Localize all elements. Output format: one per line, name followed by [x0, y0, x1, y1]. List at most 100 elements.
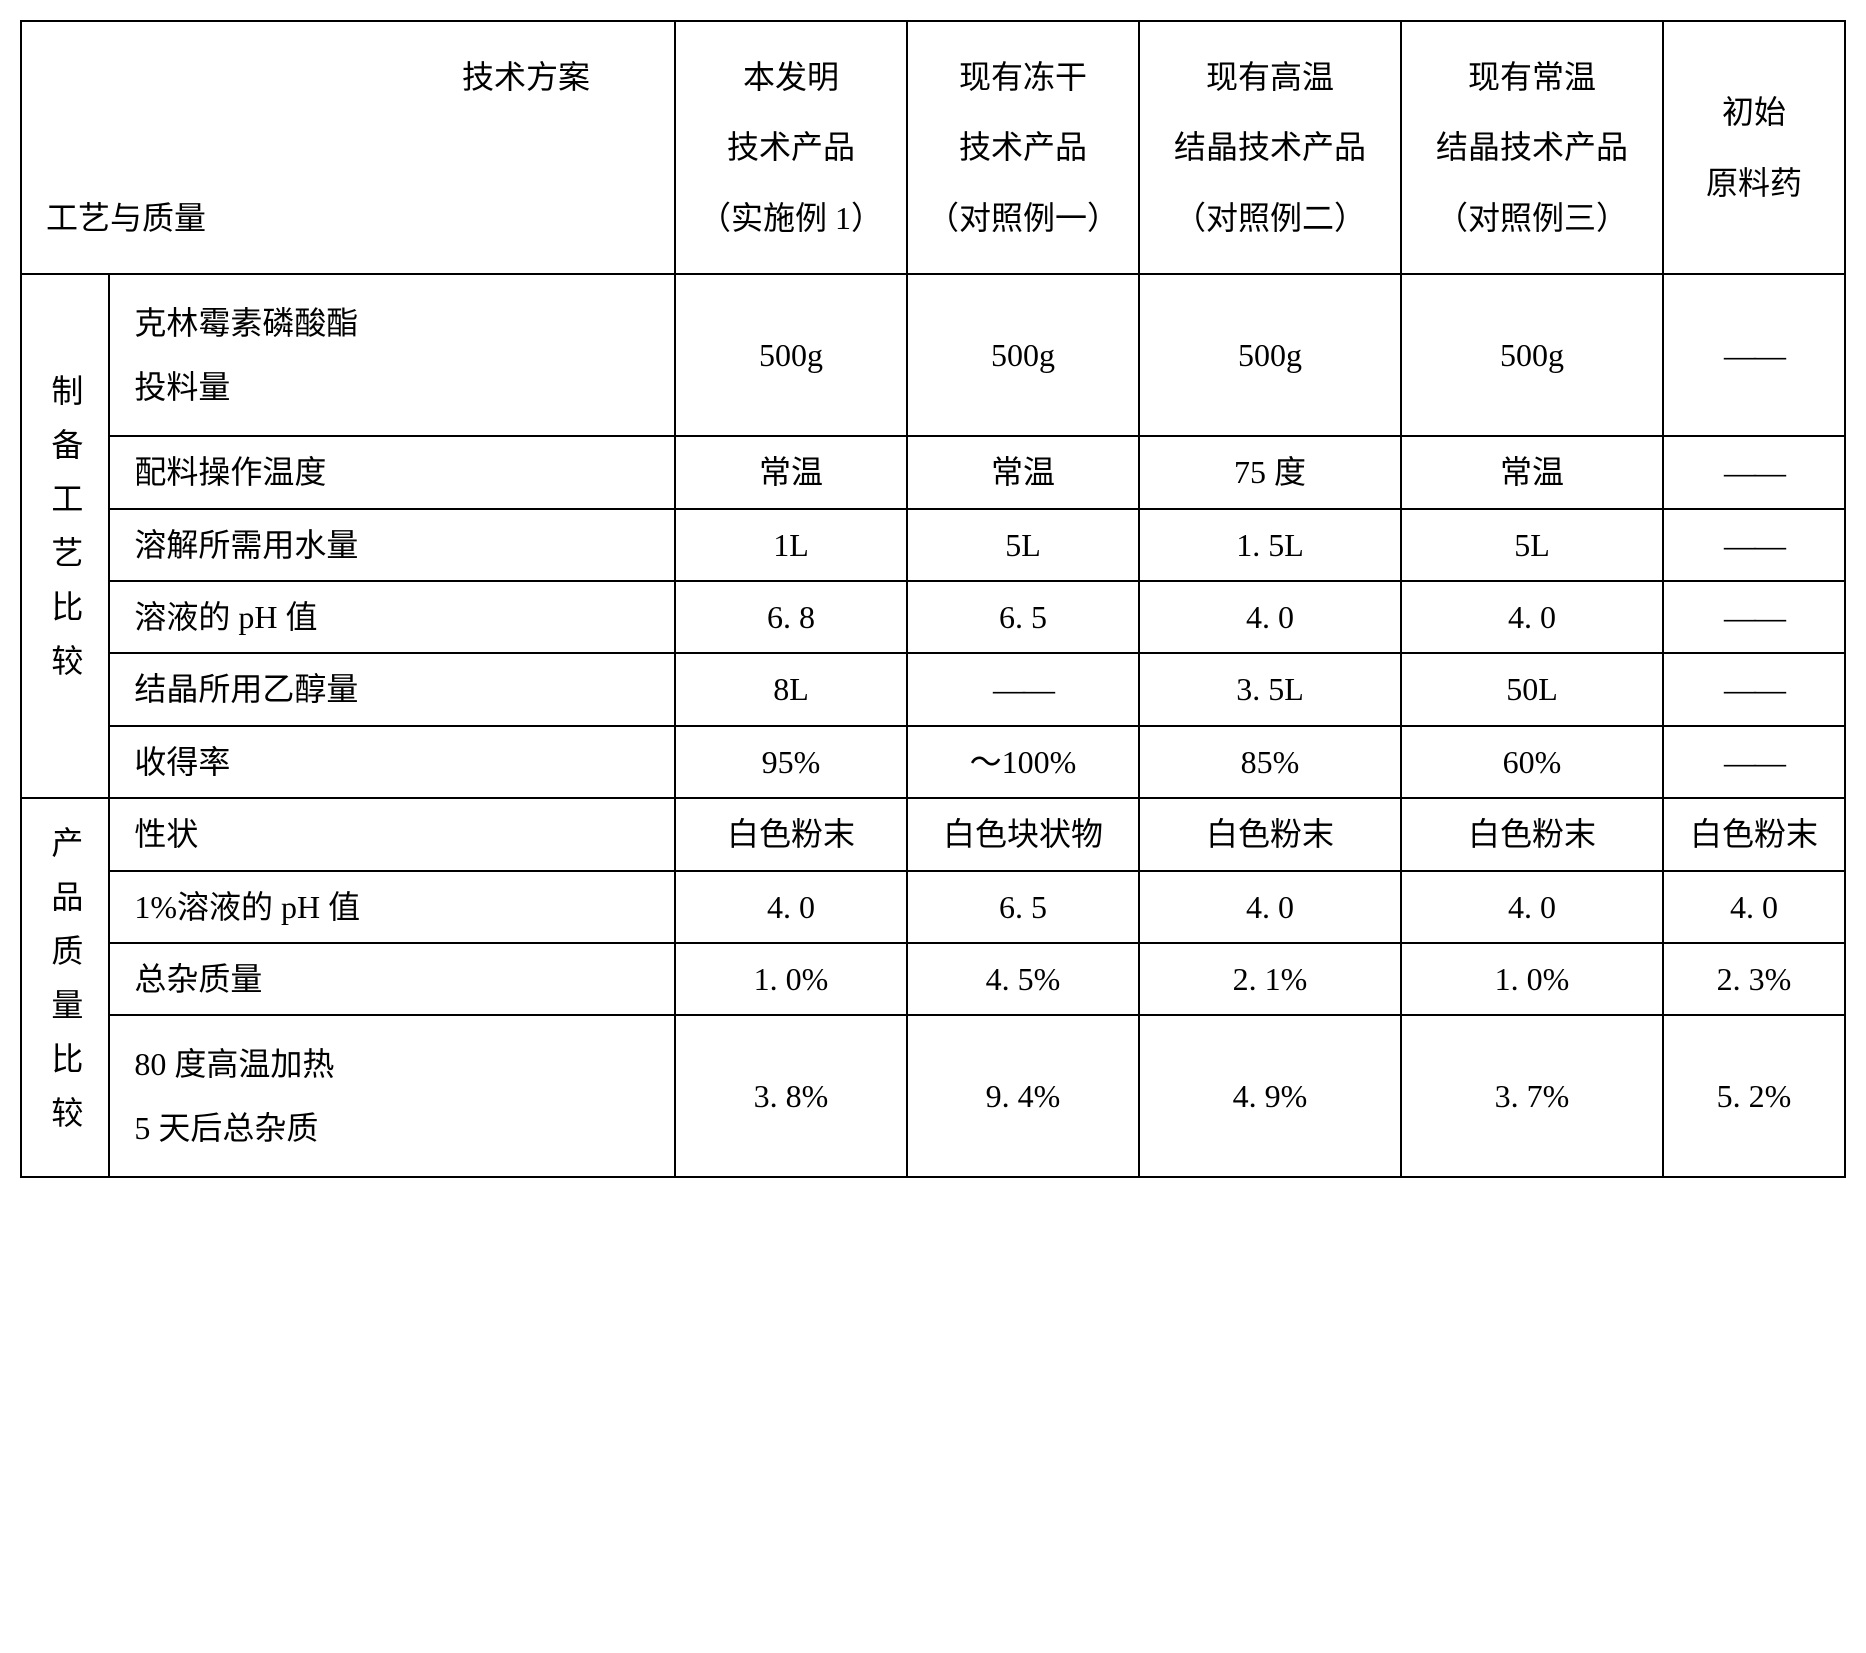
header-row: 技术方案 工艺与质量 本发明 技术产品 （实施例 1） 现有冻干 技术产品 （对… [21, 21, 1845, 274]
header-col2-line2: 技术产品 [908, 112, 1138, 182]
table-row: 产品质量比较 性状 白色粉末 白色块状物 白色粉末 白色粉末 白色粉末 [21, 798, 1845, 870]
cell-r4c2: 6. 5 [907, 581, 1139, 653]
cell-r4c5: —— [1663, 581, 1845, 653]
cell-r5c3: 3. 5L [1139, 653, 1401, 725]
cell-r1c3: 500g [1139, 274, 1401, 436]
cell-r3c5: —— [1663, 509, 1845, 581]
row-label-temp: 配料操作温度 [109, 436, 675, 508]
row10-label-line1: 80 度高温加热 [134, 1032, 650, 1096]
cell-r7c1: 白色粉末 [675, 798, 907, 870]
header-col4-line1: 现有常温 [1402, 42, 1662, 112]
cell-r6c3: 85% [1139, 726, 1401, 798]
table-row: 溶解所需用水量 1L 5L 1. 5L 5L —— [21, 509, 1845, 581]
cell-r6c4: 60% [1401, 726, 1663, 798]
cell-r8c1: 4. 0 [675, 871, 907, 943]
cell-r9c1: 1. 0% [675, 943, 907, 1015]
cell-r8c5: 4. 0 [1663, 871, 1845, 943]
cell-r1c1: 500g [675, 274, 907, 436]
header-col3-line3: （对照例二） [1140, 183, 1400, 253]
row-label-ph: 溶液的 pH 值 [109, 581, 675, 653]
cell-r4c1: 6. 8 [675, 581, 907, 653]
header-col2-line1: 现有冻干 [908, 42, 1138, 112]
cell-r10c5: 5. 2% [1663, 1015, 1845, 1177]
cell-r5c2: —— [907, 653, 1139, 725]
header-col1-line3: （实施例 1） [676, 183, 906, 253]
header-col3-line1: 现有高温 [1140, 42, 1400, 112]
cell-r4c4: 4. 0 [1401, 581, 1663, 653]
header-col3-line2: 结晶技术产品 [1140, 112, 1400, 182]
header-col1-line1: 本发明 [676, 42, 906, 112]
table-row: 总杂质量 1. 0% 4. 5% 2. 1% 1. 0% 2. 3% [21, 943, 1845, 1015]
cell-r6c5: —— [1663, 726, 1845, 798]
cell-r3c2: 5L [907, 509, 1139, 581]
group-label-process: 制备工艺比较 [21, 274, 109, 798]
cell-r3c1: 1L [675, 509, 907, 581]
cell-r3c4: 5L [1401, 509, 1663, 581]
cell-r8c2: 6. 5 [907, 871, 1139, 943]
cell-r5c4: 50L [1401, 653, 1663, 725]
row-label-appearance: 性状 [109, 798, 675, 870]
header-col-roomtemp: 现有常温 结晶技术产品 （对照例三） [1401, 21, 1663, 274]
cell-r5c1: 8L [675, 653, 907, 725]
cell-r7c2: 白色块状物 [907, 798, 1139, 870]
row-label-impurity: 总杂质量 [109, 943, 675, 1015]
cell-r7c4: 白色粉末 [1401, 798, 1663, 870]
table-row: 80 度高温加热 5 天后总杂质 3. 8% 9. 4% 4. 9% 3. 7%… [21, 1015, 1845, 1177]
cell-r7c3: 白色粉末 [1139, 798, 1401, 870]
cell-r10c2: 9. 4% [907, 1015, 1139, 1177]
row-label-water: 溶解所需用水量 [109, 509, 675, 581]
row1-label-line2: 投料量 [134, 355, 650, 419]
header-col5-line2: 原料药 [1664, 148, 1844, 218]
table-row: 配料操作温度 常温 常温 75 度 常温 —— [21, 436, 1845, 508]
cell-r9c2: 4. 5% [907, 943, 1139, 1015]
cell-r6c2: ～100% [907, 726, 1139, 798]
cell-r2c4: 常温 [1401, 436, 1663, 508]
table-row: 结晶所用乙醇量 8L —— 3. 5L 50L —— [21, 653, 1845, 725]
group-label-quality: 产品质量比较 [21, 798, 109, 1177]
header-process-quality-label: 工艺与质量 [46, 183, 206, 253]
cell-r10c4: 3. 7% [1401, 1015, 1663, 1177]
table-row: 制备工艺比较 克林霉素磷酸酯 投料量 500g 500g 500g 500g —… [21, 274, 1845, 436]
row-label-solution-ph: 1%溶液的 pH 值 [109, 871, 675, 943]
cell-r1c2: 500g [907, 274, 1139, 436]
header-col1-line2: 技术产品 [676, 112, 906, 182]
cell-r9c5: 2. 3% [1663, 943, 1845, 1015]
cell-r2c1: 常温 [675, 436, 907, 508]
comparison-table: 技术方案 工艺与质量 本发明 技术产品 （实施例 1） 现有冻干 技术产品 （对… [20, 20, 1846, 1178]
cell-r4c3: 4. 0 [1139, 581, 1401, 653]
row1-label-line1: 克林霉素磷酸酯 [134, 291, 650, 355]
table-row: 收得率 95% ～100% 85% 60% —— [21, 726, 1845, 798]
cell-r1c5: —— [1663, 274, 1845, 436]
cell-r2c2: 常温 [907, 436, 1139, 508]
header-corner-cell: 技术方案 工艺与质量 [21, 21, 675, 274]
table-row: 溶液的 pH 值 6. 8 6. 5 4. 0 4. 0 —— [21, 581, 1845, 653]
header-col-rawmaterial: 初始 原料药 [1663, 21, 1845, 274]
cell-r10c3: 4. 9% [1139, 1015, 1401, 1177]
header-col4-line2: 结晶技术产品 [1402, 112, 1662, 182]
header-col-freezedry: 现有冻干 技术产品 （对照例一） [907, 21, 1139, 274]
cell-r6c1: 95% [675, 726, 907, 798]
header-col-hightemp: 现有高温 结晶技术产品 （对照例二） [1139, 21, 1401, 274]
row-label-ethanol: 结晶所用乙醇量 [109, 653, 675, 725]
header-col-invention: 本发明 技术产品 （实施例 1） [675, 21, 907, 274]
row10-label-line2: 5 天后总杂质 [134, 1096, 650, 1160]
cell-r5c5: —— [1663, 653, 1845, 725]
cell-r8c4: 4. 0 [1401, 871, 1663, 943]
cell-r2c3: 75 度 [1139, 436, 1401, 508]
header-tech-plan-label: 技术方案 [46, 42, 650, 112]
row-label-dosage: 克林霉素磷酸酯 投料量 [109, 274, 675, 436]
cell-r10c1: 3. 8% [675, 1015, 907, 1177]
row-label-heated-impurity: 80 度高温加热 5 天后总杂质 [109, 1015, 675, 1177]
header-col2-line3: （对照例一） [908, 183, 1138, 253]
cell-r9c3: 2. 1% [1139, 943, 1401, 1015]
header-col4-line3: （对照例三） [1402, 183, 1662, 253]
header-col5-line1: 初始 [1664, 77, 1844, 147]
table-row: 1%溶液的 pH 值 4. 0 6. 5 4. 0 4. 0 4. 0 [21, 871, 1845, 943]
cell-r1c4: 500g [1401, 274, 1663, 436]
cell-r8c3: 4. 0 [1139, 871, 1401, 943]
cell-r2c5: —— [1663, 436, 1845, 508]
cell-r7c5: 白色粉末 [1663, 798, 1845, 870]
row-label-yield: 收得率 [109, 726, 675, 798]
cell-r3c3: 1. 5L [1139, 509, 1401, 581]
cell-r9c4: 1. 0% [1401, 943, 1663, 1015]
